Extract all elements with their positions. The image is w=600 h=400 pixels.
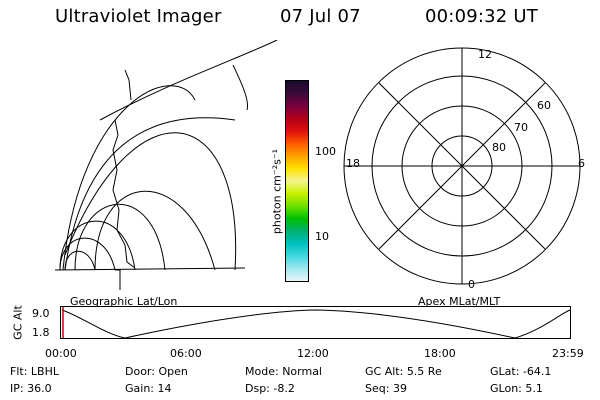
map-grid-arc bbox=[62, 85, 196, 271]
mlt-label-18: 18 bbox=[346, 157, 360, 170]
time-tick-1800: 18:00 bbox=[424, 347, 456, 360]
info-dsp-value: -8.2 bbox=[273, 382, 295, 395]
map-grid-arc bbox=[74, 203, 166, 271]
info-ip: IP: 36.0 bbox=[10, 382, 52, 395]
info-gain-label: Gain: bbox=[125, 382, 154, 395]
info-flt-label: Flt: bbox=[10, 365, 28, 378]
info-door: Door: Open bbox=[125, 365, 188, 378]
coastline bbox=[124, 69, 132, 101]
altitude-tick-9: 9.0 bbox=[32, 307, 50, 320]
map-grid-arc bbox=[64, 117, 236, 271]
mlt-label-12: 12 bbox=[478, 48, 492, 61]
lat-label-70: 70 bbox=[514, 121, 528, 134]
date: 07 Jul 07 bbox=[280, 6, 361, 27]
info-gain-value: 14 bbox=[157, 382, 172, 395]
info-ip-value: 36.0 bbox=[27, 382, 52, 395]
info-door-label: Door: bbox=[125, 365, 155, 378]
info-ip-label: IP: bbox=[10, 382, 24, 395]
map-grid-arc bbox=[55, 267, 246, 271]
info-mode: Mode: Normal bbox=[245, 365, 322, 378]
altitude-plot bbox=[60, 306, 571, 339]
colorbar-tick-10: 10 bbox=[315, 230, 329, 243]
info-glat-value: -64.1 bbox=[522, 365, 552, 378]
altitude-frame bbox=[60, 306, 571, 339]
right-panel-label: Apex MLat/MLT bbox=[418, 295, 501, 308]
info-gc-alt-value: 5.5 Re bbox=[406, 365, 442, 378]
mlt-label-0: 0 bbox=[468, 278, 475, 291]
info-gc-alt-label: GC Alt: bbox=[365, 365, 404, 378]
mlt-diagonal bbox=[378, 82, 546, 250]
lat-label-80: 80 bbox=[492, 141, 506, 154]
map-grid-arc bbox=[64, 132, 237, 271]
time: 00:09:32 UT bbox=[425, 6, 538, 27]
polar-plot bbox=[343, 47, 581, 285]
coastline bbox=[112, 119, 136, 269]
info-dsp: Dsp: -8.2 bbox=[245, 382, 295, 395]
colorbar bbox=[285, 80, 309, 282]
title: Ultraviolet Imager bbox=[55, 6, 222, 27]
map-grid-arc bbox=[115, 269, 121, 290]
info-mode-value: Normal bbox=[282, 365, 322, 378]
info-gain: Gain: 14 bbox=[125, 382, 172, 395]
info-flt: Flt: LBHL bbox=[10, 365, 59, 378]
info-door-value: Open bbox=[158, 365, 188, 378]
info-glon-value: 5.1 bbox=[525, 382, 543, 395]
mlt-label-6: 6 bbox=[578, 157, 585, 170]
altitude-axis-label: GC Alt bbox=[11, 305, 25, 340]
info-glat-label: GLat: bbox=[490, 365, 520, 378]
left-panel-label: Geographic Lat/Lon bbox=[70, 295, 178, 308]
info-glat: GLat: -64.1 bbox=[490, 365, 551, 378]
map-grid-arc bbox=[232, 64, 249, 111]
time-tick-0000: 00:00 bbox=[45, 347, 77, 360]
colorbar-tick-100: 100 bbox=[315, 145, 336, 158]
info-flt-value: LBHL bbox=[30, 365, 59, 378]
time-tick-2359: 23:59 bbox=[552, 347, 584, 360]
time-tick-0600: 06:00 bbox=[170, 347, 202, 360]
geographic-map bbox=[55, 40, 278, 290]
info-dsp-label: Dsp: bbox=[245, 382, 270, 395]
map-grid-arc bbox=[99, 40, 278, 121]
info-mode-label: Mode: bbox=[245, 365, 279, 378]
info-gc-alt: GC Alt: 5.5 Re bbox=[365, 365, 442, 378]
altitude-tick-1-8: 1.8 bbox=[32, 326, 50, 339]
info-glon-label: GLon: bbox=[490, 382, 522, 395]
map-grid-arc bbox=[94, 190, 216, 271]
map-grid-arc bbox=[59, 220, 136, 271]
time-tick-1200: 12:00 bbox=[297, 347, 329, 360]
map-grid-arc bbox=[64, 250, 96, 271]
lat-label-60: 60 bbox=[537, 99, 551, 112]
info-seq: Seq: 39 bbox=[365, 382, 407, 395]
info-seq-label: Seq: bbox=[365, 382, 390, 395]
altitude-curve bbox=[61, 309, 571, 339]
info-glon: GLon: 5.1 bbox=[490, 382, 543, 395]
map-grid-arc bbox=[59, 237, 116, 271]
info-seq-value: 39 bbox=[392, 382, 407, 395]
colorbar-unit-label: photon cm⁻²s⁻¹ bbox=[270, 148, 284, 235]
